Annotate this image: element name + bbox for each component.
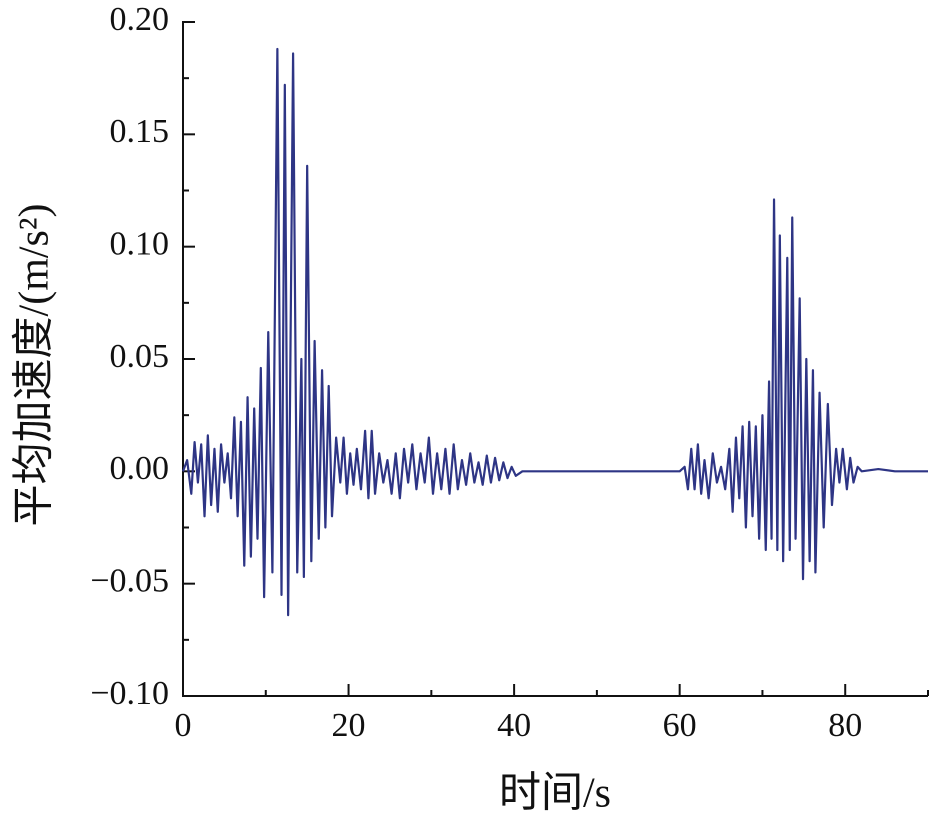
x-tick-label: 60 <box>663 707 697 744</box>
x-tick-label: 80 <box>828 707 862 744</box>
x-tick-label: 20 <box>332 707 366 744</box>
y-tick-label: 0.05 <box>110 338 170 375</box>
y-tick-label: −0.10 <box>90 675 169 712</box>
y-tick-label: −0.05 <box>90 562 169 599</box>
y-tick-label: 0.00 <box>110 450 170 487</box>
data-line <box>181 47 928 617</box>
y-tick-label: 0.10 <box>110 225 170 262</box>
y-tick-label: 0.15 <box>110 113 170 150</box>
x-tick-label: 0 <box>175 707 192 744</box>
x-axis-label: 时间/s <box>499 771 611 817</box>
x-tick-label: 40 <box>497 707 531 744</box>
y-axis-label: 平均加速度/(m/s²) <box>12 204 58 527</box>
y-tick-label: 0.20 <box>110 1 170 38</box>
